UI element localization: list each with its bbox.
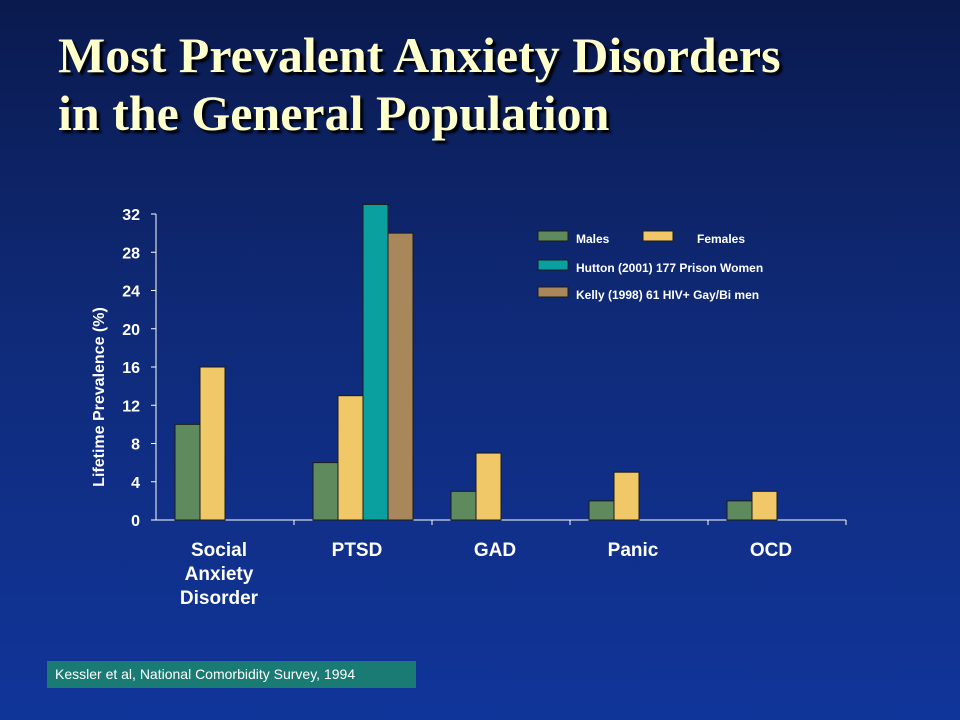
y-tick-label: 16 — [122, 360, 140, 377]
y-tick-label: 4 — [131, 475, 140, 492]
legend-label: Hutton (2001) 177 Prison Women — [576, 261, 763, 275]
bar-hutton-1 — [362, 203, 389, 521]
y-tick-label: 24 — [122, 284, 140, 301]
category-label: Social — [191, 540, 247, 561]
bar-females-4 — [751, 490, 778, 521]
bar-females-1 — [337, 395, 364, 521]
category-label: Panic — [608, 540, 659, 561]
bar-females-2 — [475, 452, 502, 521]
legend-swatch — [642, 230, 674, 242]
legend-swatch — [537, 259, 569, 271]
bar-males-1 — [312, 462, 339, 521]
category-label: Disorder — [180, 588, 259, 609]
y-tick-label: 32 — [122, 207, 140, 224]
bar-kelly-1 — [387, 232, 414, 521]
y-tick-label: 20 — [122, 322, 140, 339]
y-tick-label: 28 — [122, 245, 140, 262]
bar-females-0 — [199, 366, 226, 521]
slide-title-line-1: Most Prevalent Anxiety Disorders — [58, 27, 781, 83]
bar-males-0 — [174, 423, 201, 521]
y-tick-label: 8 — [131, 437, 140, 454]
slide-title-line-2: in the General Population — [58, 85, 610, 141]
legend-swatch — [537, 286, 569, 298]
bar-males-4 — [726, 500, 753, 521]
bar-males-3 — [588, 500, 615, 521]
bar-males-2 — [450, 490, 477, 521]
slide-title: Most Prevalent Anxiety Disorders in the … — [58, 26, 938, 142]
legend-label: Females — [697, 232, 745, 246]
category-label: OCD — [750, 540, 792, 561]
y-tick-label: 0 — [131, 513, 140, 530]
legend-swatch — [537, 230, 569, 242]
category-label: PTSD — [332, 540, 383, 561]
bar-chart: 0 4 8 12 16 20 24 28 32 Lifetime Prevalence (%) So… — [91, 203, 792, 609]
bar-females-3 — [613, 471, 640, 521]
citation-box: Kessler et al, National Comorbidity Surv… — [47, 661, 416, 688]
y-axis-label: Lifetime Prevalence (%) — [91, 307, 108, 487]
category-label: Anxiety — [185, 564, 254, 585]
legend-label: Males — [576, 232, 610, 246]
legend-label: Kelly (1998) 61 HIV+ Gay/Bi men — [576, 288, 759, 302]
y-tick-label: 12 — [122, 398, 140, 415]
category-label: GAD — [474, 540, 516, 561]
